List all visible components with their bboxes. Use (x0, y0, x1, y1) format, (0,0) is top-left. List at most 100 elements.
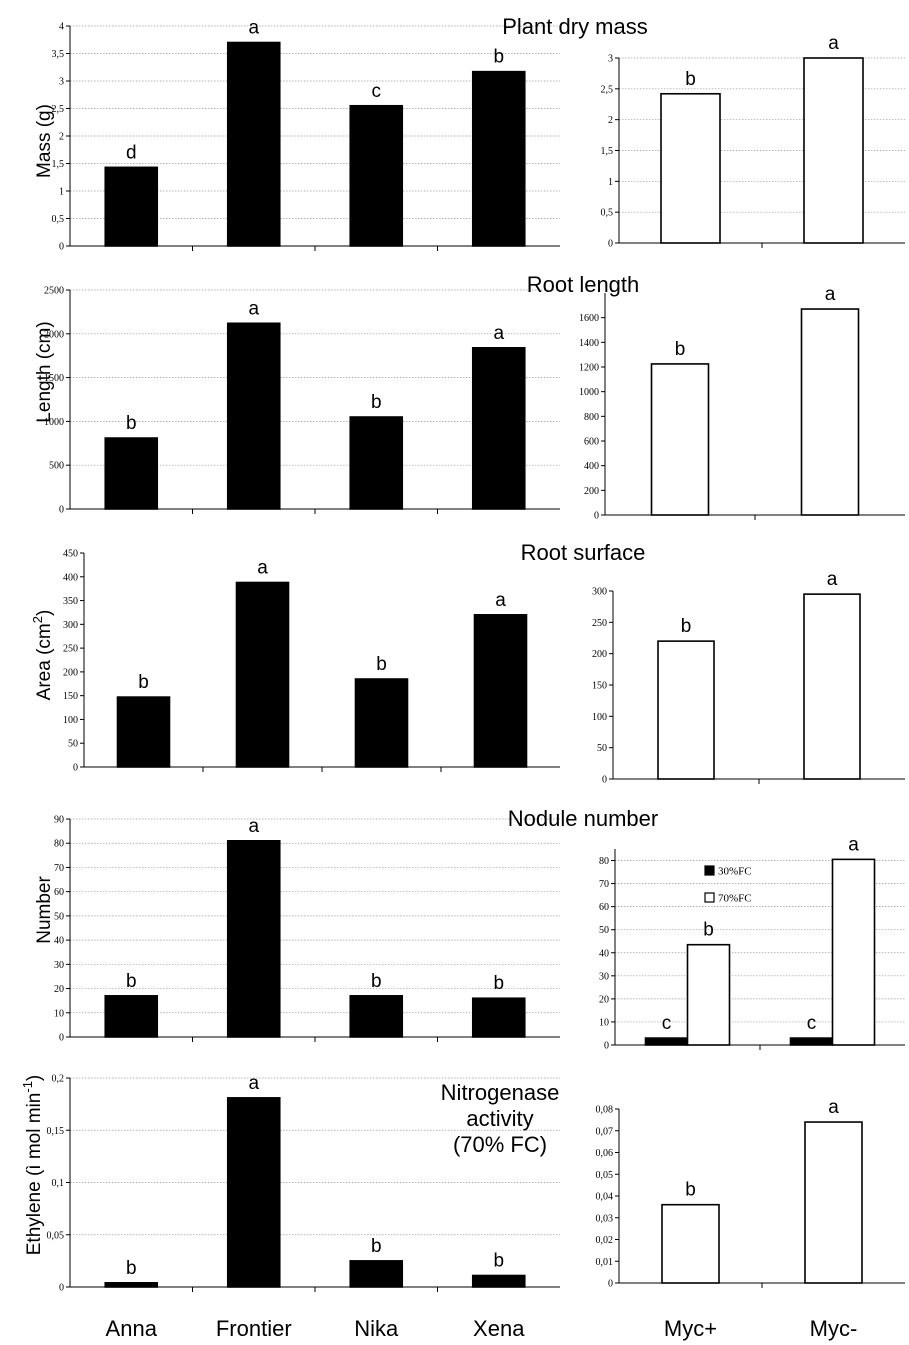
y-tick-label: 40 (54, 936, 64, 947)
y-tick-label: 0,05 (596, 1170, 614, 1181)
y-tick-label: 30 (599, 971, 609, 982)
bar-Anna (104, 995, 159, 1038)
y-tick-label: 150 (592, 681, 607, 692)
y-tick-label: 3 (608, 54, 613, 65)
y-tick-label: 0 (602, 775, 607, 786)
y-tick-label: 0 (608, 1279, 613, 1290)
y-tick-label: 30 (54, 960, 64, 971)
y-tick-label: 400 (63, 572, 78, 583)
y-tick-label: 250 (592, 618, 607, 629)
y-tick-label: 0,03 (596, 1213, 614, 1224)
y-tick-label: 90 (54, 815, 64, 826)
significance-letter: b (126, 971, 137, 992)
category-label: Nika (354, 1316, 399, 1341)
y-tick-label: 2500 (44, 286, 64, 297)
y-tick-label: 150 (63, 691, 78, 702)
y-tick-label: 70 (54, 863, 64, 874)
bar-Myc+-30%FC (644, 1037, 689, 1046)
category-label: Myc+ (664, 1316, 717, 1341)
y-tick-label: 0 (73, 763, 78, 774)
significance-letter: a (828, 33, 839, 54)
bar-Frontier (226, 41, 281, 247)
y-tick-label: 50 (68, 739, 78, 750)
bar-Nika (354, 678, 409, 768)
significance-letter: c (662, 1013, 672, 1034)
y-tick-label: 0,5 (52, 214, 65, 225)
y-tick-label: 0 (59, 1033, 64, 1044)
y-tick-label: 0 (608, 239, 613, 250)
y-tick-label: 100 (63, 715, 78, 726)
significance-letter: a (493, 323, 504, 344)
y-tick-label: 0 (59, 505, 64, 516)
y-tick-label: 1000 (44, 417, 64, 428)
significance-letter: b (371, 392, 382, 413)
y-tick-label: 2 (59, 132, 64, 143)
significance-letter: a (248, 816, 259, 837)
y-tick-label: 1,5 (52, 159, 65, 170)
bar-Frontier (226, 839, 281, 1038)
significance-letter: b (675, 339, 686, 360)
y-axis-label: Number (34, 876, 55, 944)
y-tick-label: 10 (599, 1017, 609, 1028)
category-label: Frontier (216, 1316, 292, 1341)
bar-Anna (104, 437, 159, 510)
bar-Nika (349, 416, 404, 510)
significance-letter: b (685, 69, 696, 90)
bar-Myc- (804, 1121, 863, 1284)
significance-letter: a (248, 1073, 259, 1094)
y-tick-label: 60 (599, 902, 609, 913)
panel-title: Plant dry mass (502, 14, 648, 39)
y-tick-label: 0,08 (596, 1105, 614, 1116)
bar-Myc- (803, 57, 864, 244)
bar-Myc+ (657, 640, 715, 780)
y-tick-label: 2 (608, 115, 613, 126)
y-tick-label: 10 (54, 1008, 64, 1019)
bar-Myc- (800, 308, 860, 516)
y-tick-label: 0,1 (52, 1178, 65, 1189)
y-tick-label: 200 (584, 486, 599, 497)
significance-letter: b (376, 654, 387, 675)
chart-mass-myc: 0 0,5 1 1,5 2 2,5 3 b a (601, 33, 905, 250)
y-tick-label: 3 (59, 77, 64, 88)
y-tick-label: 400 (584, 461, 599, 472)
y-tick-label: 0 (59, 1283, 64, 1294)
significance-letter: b (126, 413, 137, 434)
bar-Frontier (235, 581, 290, 768)
chart-nitro-cultivar: 0 0,05 0,1 0,15 0,2 b Anna a Frontier b Nika b Xena N… (20, 1073, 560, 1341)
significance-letter: b (493, 973, 504, 994)
bar-Nika (349, 1260, 404, 1288)
y-tick-label: 0,01 (596, 1257, 614, 1268)
y-axis-label: Ethylene (ì mol min-1) (20, 1075, 45, 1256)
y-tick-label: 4 (59, 22, 64, 33)
significance-letter: b (138, 672, 149, 693)
legend: 30%FC 70%FC (704, 865, 752, 905)
panel-title: Nodule number (508, 806, 658, 831)
y-tick-label: 350 (63, 596, 78, 607)
bar-Nika (349, 995, 404, 1038)
bar-Anna (104, 1282, 159, 1288)
significance-letter: b (685, 1180, 696, 1201)
bar-Anna (116, 696, 171, 768)
y-tick-label: 1600 (579, 313, 599, 324)
chart-nodule-myc: 0 10 20 30 40 50 60 70 80 c b c a 30%FC 70%FC (599, 834, 905, 1052)
bar-Frontier (226, 322, 281, 510)
significance-letter: a (248, 18, 259, 39)
legend-swatch (704, 865, 715, 876)
bar-Myc+-70%FC (686, 943, 731, 1046)
y-tick-label: 1,5 (601, 146, 614, 157)
bar-Myc+ (661, 1203, 720, 1284)
y-axis-label: Mass (g) (34, 104, 55, 178)
y-tick-label: 0,05 (47, 1230, 65, 1241)
y-axis-label: Area (cm2) (30, 610, 55, 701)
bar-Frontier (226, 1097, 281, 1288)
legend-swatch (704, 892, 715, 903)
y-tick-label: 0 (594, 511, 599, 522)
significance-letter: a (828, 1097, 839, 1118)
significance-letter: d (126, 142, 137, 163)
y-tick-label: 0,06 (596, 1148, 614, 1159)
bar-Myc+ (650, 363, 710, 516)
bar-Xena (471, 347, 526, 510)
significance-letter: b (493, 1251, 504, 1272)
chart-nitro-myc: 0 0,01 0,02 0,03 0,04 0,05 0,06 0,07 0,08 b Myc+ a M… (596, 1097, 905, 1341)
